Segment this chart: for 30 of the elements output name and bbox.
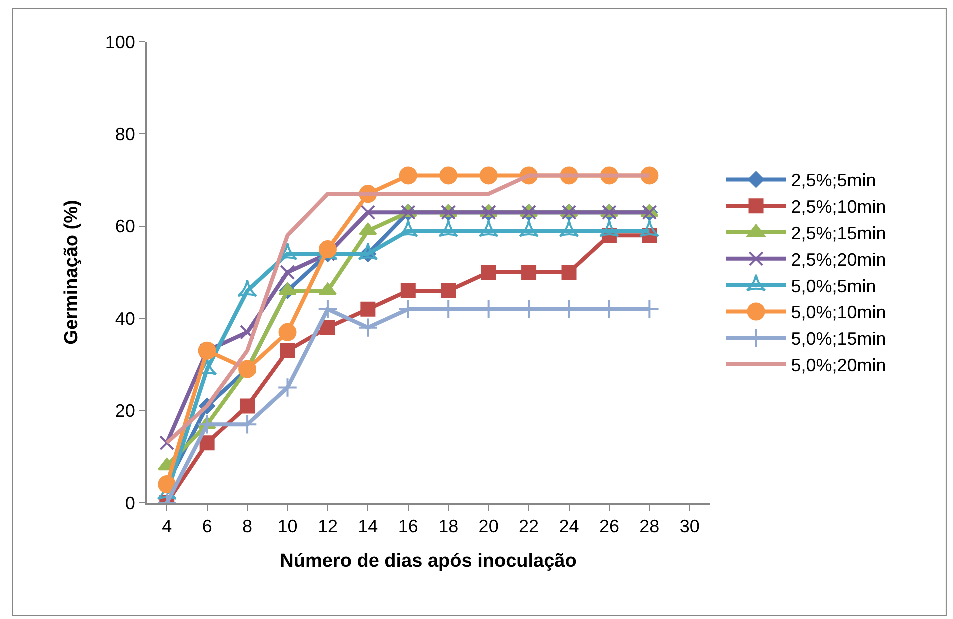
x-tick-label: 30 — [680, 516, 700, 537]
x-tick-label: 26 — [599, 516, 620, 537]
legend-label: 2,5%;20min — [791, 250, 886, 270]
x-tick-label: 6 — [202, 516, 212, 537]
x-tick-label: 4 — [162, 516, 172, 537]
x-axis-title: Número de dias após inoculação — [280, 550, 577, 572]
y-tick-label: 20 — [115, 401, 136, 422]
legend-label: 2,5%;5min — [791, 170, 876, 191]
x-tick-label: 28 — [640, 516, 660, 537]
x-tick-label: 16 — [398, 516, 418, 537]
legend-label: 2,5%;10min — [791, 197, 886, 218]
y-tick-label: 80 — [115, 124, 136, 144]
y-axis-title: Germinação (%) — [62, 200, 83, 345]
y-tick-label: 0 — [125, 493, 136, 514]
y-tick-label: 40 — [115, 308, 136, 329]
x-tick-label: 22 — [519, 516, 540, 537]
x-tick-label: 10 — [278, 516, 298, 537]
x-tick-label: 12 — [318, 516, 338, 537]
legend-label: 5,0%;5min — [791, 276, 876, 296]
legend-label: 5,0%;15min — [791, 329, 886, 350]
x-tick-label: 24 — [559, 516, 580, 537]
y-tick-label: 100 — [105, 32, 136, 52]
x-tick-label: 18 — [438, 516, 459, 537]
legend-label: 5,0%;10min — [791, 302, 886, 323]
legend-label: 2,5%;15min — [791, 224, 886, 244]
x-tick-label: 14 — [358, 516, 378, 537]
x-tick-label: 20 — [478, 516, 499, 537]
legend-label: 5,0%;20min — [791, 356, 886, 376]
y-tick-label: 60 — [115, 216, 136, 237]
x-tick-label: 8 — [242, 516, 253, 537]
